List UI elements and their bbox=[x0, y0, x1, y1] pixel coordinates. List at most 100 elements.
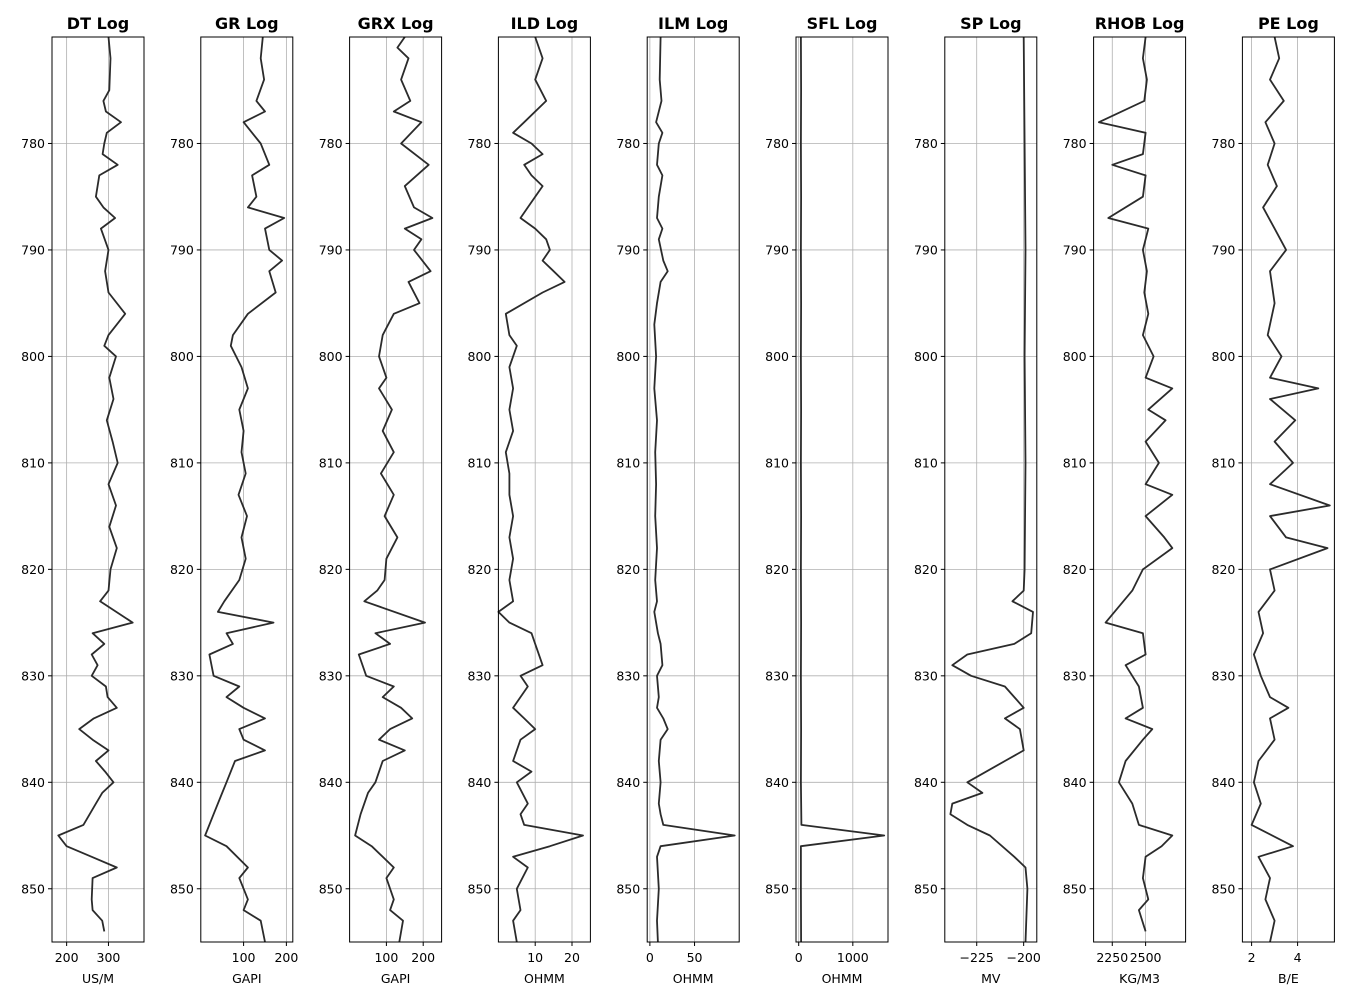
y-tick-label: 840 bbox=[765, 775, 789, 790]
y-tick-label: 810 bbox=[1212, 455, 1236, 470]
x-tick-label: 200 bbox=[411, 950, 435, 965]
panel-frame bbox=[646, 36, 740, 943]
x-tick-label: 2 bbox=[1248, 950, 1256, 965]
log-panel: 780 790 800 810 820 830 840 850 0 1000 SFL Log OHMM bbox=[765, 14, 889, 986]
y-tick-label: 850 bbox=[765, 881, 789, 896]
y-tick-label: 840 bbox=[21, 775, 45, 790]
y-tick-label: 790 bbox=[765, 242, 789, 257]
panel-title: RHOB Log bbox=[1095, 14, 1185, 33]
log-panel: 780 790 800 810 820 830 840 850 0 50 ILM Log OHMM bbox=[616, 14, 740, 986]
panel-title: GRX Log bbox=[358, 14, 434, 33]
x-axis-label: MV bbox=[981, 971, 1001, 986]
panel-title: DT Log bbox=[67, 14, 129, 33]
y-tick-label: 800 bbox=[616, 349, 640, 364]
y-tick-label: 810 bbox=[319, 455, 343, 470]
panel-frame bbox=[795, 36, 889, 943]
y-tick-label: 850 bbox=[319, 881, 343, 896]
y-tick-label: 840 bbox=[170, 775, 194, 790]
y-tick-label: 810 bbox=[170, 455, 194, 470]
x-axis-label: OHMM bbox=[673, 971, 714, 986]
panel-frame bbox=[944, 36, 1038, 943]
y-tick-label: 780 bbox=[765, 136, 789, 151]
y-tick-label: 850 bbox=[914, 881, 938, 896]
y-tick-label: 820 bbox=[1212, 562, 1236, 577]
log-curve bbox=[1250, 36, 1331, 943]
y-tick-label: 830 bbox=[1212, 668, 1236, 683]
y-tick-label: 820 bbox=[468, 562, 492, 577]
panel-frame bbox=[1241, 36, 1335, 943]
y-tick-label: 820 bbox=[170, 562, 194, 577]
y-tick-label: 820 bbox=[765, 562, 789, 577]
x-tick-label: 100 bbox=[374, 950, 398, 965]
log-curve bbox=[497, 36, 584, 943]
panel-frame bbox=[51, 36, 145, 943]
panel-title: ILD Log bbox=[511, 14, 579, 33]
x-tick-label: 50 bbox=[687, 950, 703, 965]
log-curve bbox=[57, 36, 134, 932]
log-panel: 780 790 800 810 820 830 840 850 10 20 ILD Log OHMM bbox=[468, 14, 591, 986]
y-tick-label: 800 bbox=[765, 349, 789, 364]
y-tick-label: 820 bbox=[914, 562, 938, 577]
panel-title: PE Log bbox=[1258, 14, 1319, 33]
y-tick-label: 800 bbox=[21, 349, 45, 364]
y-tick-label: 820 bbox=[616, 562, 640, 577]
y-tick-label: 850 bbox=[170, 881, 194, 896]
x-tick-label: 0 bbox=[646, 950, 654, 965]
y-tick-label: 810 bbox=[468, 455, 492, 470]
y-tick-label: 840 bbox=[319, 775, 343, 790]
x-tick-label: 20 bbox=[564, 950, 580, 965]
log-panel: 780 790 800 810 820 830 840 850 200 300 DT Log US/M bbox=[21, 14, 145, 986]
y-tick-label: 790 bbox=[1063, 242, 1087, 257]
y-tick-label: 780 bbox=[170, 136, 194, 151]
x-tick-label: 2250 bbox=[1096, 950, 1128, 965]
y-tick-label: 810 bbox=[21, 455, 45, 470]
y-tick-label: 810 bbox=[1063, 455, 1087, 470]
panel-frame bbox=[349, 36, 443, 943]
y-tick-label: 790 bbox=[616, 242, 640, 257]
y-tick-label: 790 bbox=[319, 242, 343, 257]
y-tick-label: 800 bbox=[1212, 349, 1236, 364]
panel-title: ILM Log bbox=[658, 14, 728, 33]
y-tick-label: 840 bbox=[1063, 775, 1087, 790]
y-tick-label: 780 bbox=[468, 136, 492, 151]
y-tick-label: 830 bbox=[914, 668, 938, 683]
y-tick-label: 810 bbox=[616, 455, 640, 470]
y-tick-label: 830 bbox=[1063, 668, 1087, 683]
log-curve bbox=[204, 36, 286, 943]
y-tick-label: 800 bbox=[1063, 349, 1087, 364]
y-tick-label: 790 bbox=[914, 242, 938, 257]
y-tick-label: 830 bbox=[21, 668, 45, 683]
y-tick-label: 840 bbox=[1212, 775, 1236, 790]
x-tick-label: −225 bbox=[960, 950, 994, 965]
y-tick-label: 850 bbox=[1212, 881, 1236, 896]
x-tick-label: 300 bbox=[97, 950, 121, 965]
log-panel: 780 790 800 810 820 830 840 850 100 200 GR Log GAPI bbox=[170, 14, 298, 986]
x-axis-label: B/E bbox=[1278, 971, 1299, 986]
y-tick-label: 850 bbox=[21, 881, 45, 896]
panel-frame bbox=[200, 36, 294, 943]
y-tick-label: 810 bbox=[765, 455, 789, 470]
panel-frame bbox=[1093, 36, 1187, 943]
panel-frame bbox=[497, 36, 591, 943]
x-axis-label: OHMM bbox=[822, 971, 863, 986]
y-tick-label: 850 bbox=[468, 881, 492, 896]
y-tick-label: 830 bbox=[468, 668, 492, 683]
y-tick-label: 790 bbox=[1212, 242, 1236, 257]
y-tick-label: 820 bbox=[21, 562, 45, 577]
y-tick-label: 850 bbox=[1063, 881, 1087, 896]
x-axis-label: KG/M3 bbox=[1119, 971, 1160, 986]
y-tick-label: 840 bbox=[616, 775, 640, 790]
y-tick-label: 830 bbox=[319, 668, 343, 683]
log-curve bbox=[949, 36, 1034, 943]
y-tick-label: 780 bbox=[21, 136, 45, 151]
y-tick-label: 830 bbox=[765, 668, 789, 683]
x-tick-label: 2500 bbox=[1130, 950, 1162, 965]
x-tick-label: 200 bbox=[55, 950, 79, 965]
y-tick-label: 780 bbox=[1063, 136, 1087, 151]
x-tick-label: 10 bbox=[527, 950, 543, 965]
y-tick-label: 780 bbox=[1212, 136, 1236, 151]
y-tick-label: 830 bbox=[170, 668, 194, 683]
y-tick-label: 780 bbox=[319, 136, 343, 151]
y-tick-label: 840 bbox=[914, 775, 938, 790]
